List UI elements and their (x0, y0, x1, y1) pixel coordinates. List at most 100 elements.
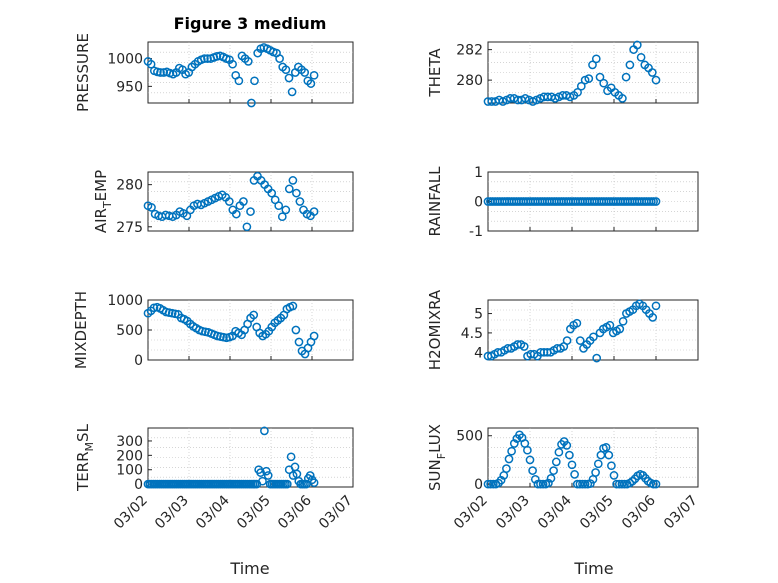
data-point (523, 445, 532, 455)
data-point (551, 457, 561, 467)
data-point (588, 60, 597, 70)
subplot-pressure: 950 1000 PRESSURE (74, 33, 354, 112)
y-axis-label: MIXDEPTH (72, 291, 90, 369)
data-point (528, 466, 537, 475)
data-point (274, 201, 284, 211)
data-point (536, 479, 545, 489)
y-tick-label: 0 (134, 353, 143, 369)
data-point (286, 452, 296, 462)
data-point (287, 87, 297, 97)
data-point (256, 468, 265, 477)
y-tick-label: 4.5 (461, 326, 483, 342)
data-point (544, 478, 553, 488)
data-point (586, 479, 595, 488)
data-point (309, 70, 319, 80)
y-tick-label: 950 (116, 79, 143, 95)
x-axis-label-right: Time (573, 559, 613, 578)
data-point (604, 450, 614, 460)
y-tick-label: 1000 (107, 52, 143, 68)
data-point (575, 336, 585, 345)
data-point (288, 301, 298, 311)
data-point (576, 81, 586, 91)
data-point (291, 325, 301, 335)
data-point (247, 98, 256, 108)
data-point (305, 471, 315, 480)
data-point (309, 478, 319, 488)
data-point (647, 68, 657, 77)
data-point (239, 197, 248, 206)
data-point (294, 337, 304, 347)
data-point (295, 197, 305, 206)
data-point (306, 79, 316, 88)
y-axis-label: AIRTEMP (92, 170, 114, 233)
data-point (224, 197, 234, 206)
data-point (504, 454, 514, 464)
data-point (525, 455, 535, 465)
data-point (488, 479, 498, 489)
y-tick-label: 500 (456, 429, 483, 445)
data-point (258, 476, 267, 486)
data-point (292, 188, 301, 198)
data-point (620, 479, 629, 489)
data-point (546, 473, 556, 483)
data-point (212, 52, 222, 61)
data-point (636, 52, 646, 62)
data-point (567, 460, 577, 470)
data-point (242, 222, 252, 232)
data-point (573, 87, 582, 97)
data-point (284, 73, 294, 83)
data-point (530, 474, 540, 484)
data-point (651, 301, 661, 311)
data-point (580, 479, 590, 489)
y-tick-label: 500 (116, 323, 143, 339)
data-point (651, 479, 661, 489)
y-tick-label: 100 (116, 463, 143, 479)
data-point (617, 479, 627, 489)
data-point (648, 313, 658, 322)
data-point (595, 72, 605, 82)
y-tick-label: -1 (469, 224, 483, 240)
data-point (549, 466, 558, 475)
data-point (249, 310, 259, 320)
subplot-mixdepth: 0 500 1000 MIXDEPTH (72, 291, 354, 369)
data-point (146, 59, 156, 69)
data-point (203, 54, 212, 63)
y-tick-label: 282 (456, 43, 483, 59)
data-point (284, 184, 294, 194)
data-point (605, 320, 615, 330)
y-axis-label: SUNFLUX (426, 424, 448, 491)
data-point (554, 447, 564, 457)
data-point (609, 471, 619, 480)
data-point (628, 476, 637, 486)
data-point (261, 466, 271, 476)
data-point (231, 209, 241, 219)
data-point (621, 72, 631, 82)
y-tick-label: 275 (116, 220, 143, 236)
data-point (591, 54, 601, 64)
data-point (519, 342, 529, 351)
data-point (562, 441, 572, 450)
y-tick-label: 280 (116, 178, 143, 194)
y-axis-label: H2OMIXRA (426, 289, 444, 370)
data-point (288, 176, 298, 185)
data-point (200, 54, 209, 63)
data-point (156, 68, 165, 77)
data-point (625, 60, 635, 70)
data-point (486, 479, 495, 489)
data-point (601, 442, 611, 452)
data-point (572, 318, 582, 328)
data-point (277, 212, 287, 222)
data-point (632, 40, 642, 50)
y-tick-label: 5 (474, 307, 483, 323)
x-axis-label-left: Time (229, 559, 269, 578)
data-point (651, 197, 661, 206)
data-point (570, 470, 579, 479)
data-point (309, 207, 319, 216)
data-point (243, 57, 253, 66)
data-point (246, 207, 255, 216)
subplot-theta: 280 282 THETA (426, 40, 699, 106)
y-tick-label: 1000 (107, 293, 143, 309)
subplot-h2omixra: 4 4.5 5 H2OMIXRA (426, 289, 699, 370)
